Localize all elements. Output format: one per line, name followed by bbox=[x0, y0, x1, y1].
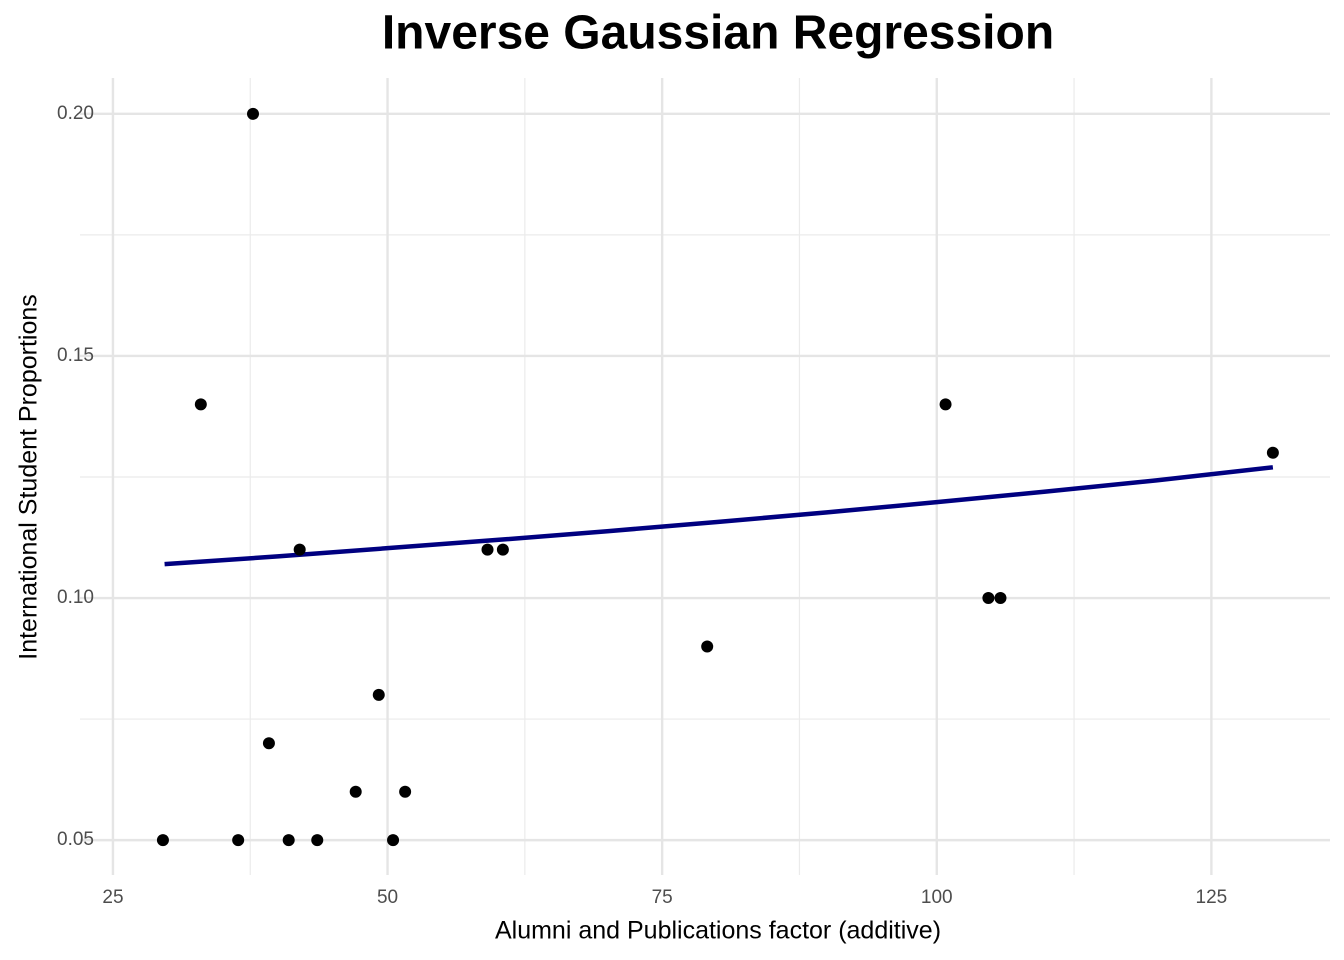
x-axis-title: Alumni and Publications factor (additive… bbox=[495, 917, 941, 945]
x-tick-label: 100 bbox=[921, 887, 953, 908]
y-axis-title: International Student Proportions bbox=[15, 294, 43, 660]
point bbox=[247, 107, 260, 120]
point bbox=[399, 785, 412, 798]
point bbox=[194, 398, 207, 411]
point bbox=[311, 834, 324, 847]
y-tick-label: 0.05 bbox=[57, 829, 94, 850]
point bbox=[1266, 446, 1279, 459]
point bbox=[349, 785, 362, 798]
y-tick-label: 0.10 bbox=[57, 587, 94, 608]
point bbox=[282, 834, 295, 847]
x-tick-label: 75 bbox=[652, 887, 673, 908]
y-tick-label: 0.20 bbox=[57, 103, 94, 124]
point bbox=[939, 398, 952, 411]
fit-line bbox=[164, 465, 1274, 567]
point bbox=[232, 834, 245, 847]
point bbox=[372, 688, 385, 701]
point bbox=[387, 834, 400, 847]
y-tick-label: 0.15 bbox=[57, 345, 94, 366]
point bbox=[982, 592, 995, 605]
point bbox=[701, 640, 714, 653]
chart-title: Inverse Gaussian Regression bbox=[382, 7, 1054, 60]
point bbox=[293, 543, 306, 556]
point bbox=[156, 834, 169, 847]
point bbox=[994, 592, 1007, 605]
x-tick-label: 25 bbox=[102, 887, 123, 908]
point bbox=[481, 543, 494, 556]
point bbox=[496, 543, 509, 556]
x-tick-label: 125 bbox=[1196, 887, 1228, 908]
x-tick-label: 50 bbox=[377, 887, 398, 908]
point bbox=[262, 737, 275, 750]
